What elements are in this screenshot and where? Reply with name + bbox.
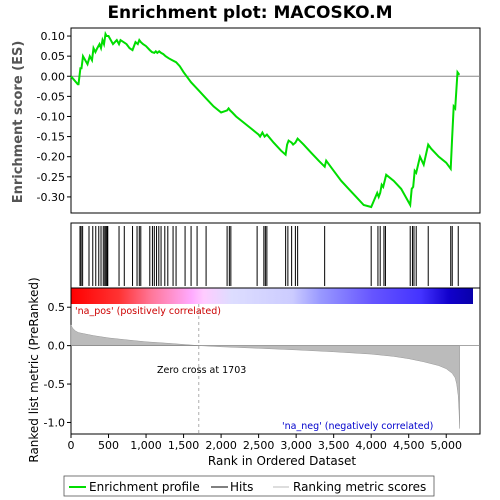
ranking-metric-area <box>70 324 460 429</box>
enrichment-y-ticks: 0.10 0.05 0.00 -0.05 -0.10 -0.15 -0.20 -0.25 -0.… <box>37 30 71 204</box>
chart-title: Enrichment plot: MACOSKO.M <box>107 3 392 23</box>
enrichment-y-tick-label: -0.10 <box>37 110 65 123</box>
ranking-x-ticks: 0 500 1,000 1,500 2,000 2,500 3,000 3,500 4,000 4… <box>68 434 462 452</box>
enrichment-panel: 0.10 0.05 0.00 -0.05 -0.10 -0.15 -0.20 -0.25 -0.… <box>11 27 481 214</box>
ranking-x-tick-label: 2,500 <box>243 439 275 452</box>
enrichment-y-tick-label: 0.05 <box>41 50 66 63</box>
legend-box <box>63 475 435 497</box>
enrichment-y-tick-label: 0.10 <box>41 30 66 43</box>
enrichment-y-tick-label: -0.05 <box>37 90 65 103</box>
ranking-y-tick-label: -0.5 <box>44 378 65 391</box>
ranking-x-label: Rank in Ordered Dataset <box>208 454 356 468</box>
enrichment-y-tick-label: -0.20 <box>37 151 65 164</box>
hits-panel <box>70 222 481 304</box>
legend: Enrichment profile Hits Ranking metric s… <box>63 475 435 497</box>
negative-label: 'na_neg' (negatively correlated) <box>282 421 433 432</box>
ranking-y-tick-label: 0.5 <box>48 301 66 314</box>
zero-cross-label: Zero cross at 1703 <box>157 365 246 376</box>
ranking-x-tick-label: 4,000 <box>355 439 387 452</box>
enrichment-frame <box>70 27 481 214</box>
enrichment-y-tick-label: -0.30 <box>37 191 65 204</box>
rank-color-bar <box>71 288 473 304</box>
ranking-x-tick-label: 1,500 <box>168 439 200 452</box>
ranking-x-tick-label: 500 <box>98 439 119 452</box>
enrichment-y-tick-label: -0.15 <box>37 131 65 144</box>
ranking-panel: 'na_pos' (positively correlated) Zero cr… <box>27 277 481 468</box>
ranking-frame <box>70 287 481 435</box>
ranking-x-tick-label: 1,000 <box>130 439 162 452</box>
ranking-y-tick-label: -1.0 <box>44 416 65 429</box>
positive-label: 'na_pos' (positively correlated) <box>75 306 221 317</box>
enrichment-profile-line <box>70 30 460 209</box>
ranking-x-tick-label: 0 <box>68 439 75 452</box>
legend-hits-label: Hits <box>230 480 253 494</box>
enrichment-y-tick-label: 0.00 <box>41 70 66 83</box>
ranking-x-tick-label: 3,000 <box>280 439 312 452</box>
enrichment-y-tick-label: -0.25 <box>37 171 65 184</box>
ranking-x-tick-label: 3,500 <box>318 439 350 452</box>
ranking-y-tick-label: 0.0 <box>48 340 66 353</box>
ranking-x-tick-label: 4,500 <box>393 439 425 452</box>
hit-lines <box>79 226 459 286</box>
ranking-x-tick-label: 2,000 <box>205 439 237 452</box>
ranking-y-label: Ranked list metric (PreRanked) <box>27 277 41 462</box>
legend-enrichment-label: Enrichment profile <box>89 480 200 494</box>
ranking-y-ticks: 0.5 0.0 -0.5 -1.0 <box>44 301 71 429</box>
legend-ranking-label: Ranking metric scores <box>293 480 426 494</box>
enrichment-y-label: Enrichment score (ES) <box>11 41 26 204</box>
ranking-x-tick-label: 5,000 <box>430 439 462 452</box>
